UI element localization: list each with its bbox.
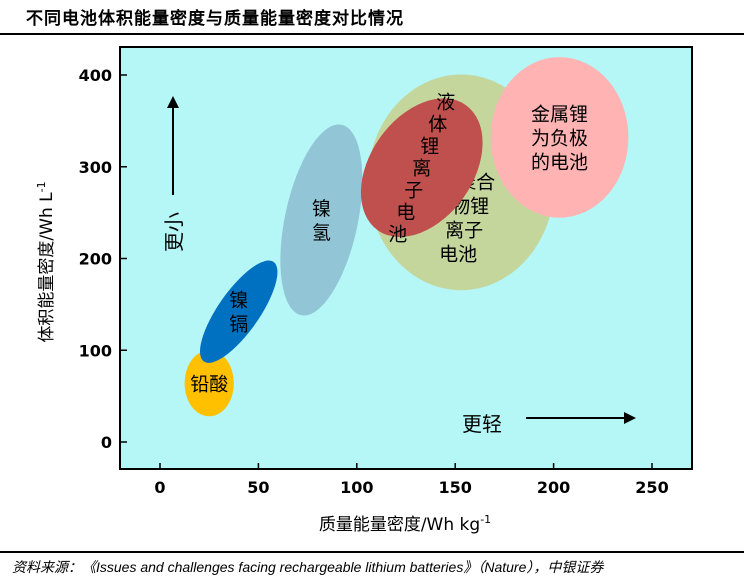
svg-text:更小: 更小 [162,212,186,252]
x-tick-label: 250 [635,478,668,497]
x-tick-label: 100 [340,478,373,497]
region-label: 镍氢 [312,198,331,244]
region-ellipse [200,260,278,363]
y-tick-label: 400 [79,66,112,85]
y-tick-label: 200 [79,250,112,269]
region-label: 液体锂离子电池 [388,92,455,246]
region-label: 金属锂为负极的电池 [531,103,588,173]
title-divider [0,33,744,35]
region-label: 铅酸 [190,373,228,395]
svg-text:更轻: 更轻 [462,412,502,436]
region-5: 金属锂为负极的电池 [490,57,629,218]
region-ellipse [360,98,483,237]
y-tick-label: 100 [79,341,112,360]
x-axis-label: 质量能量密度/Wh kg-1 [319,513,491,535]
x-tick-label: 50 [247,478,269,497]
x-tick-label: 200 [537,478,570,497]
region-ellipse [490,57,629,218]
region-4: 液体锂离子电池 [360,92,483,246]
annotation-smaller: 更小 [162,96,186,252]
arrow-up-icon [167,96,179,108]
source-note: 资料来源：《Issues and challenges facing recha… [12,559,604,575]
y-tick-label: 0 [101,433,112,452]
region-1: 镍镉 [200,260,278,363]
source-divider [0,551,744,553]
annotation-lighter: 更轻 [462,412,636,436]
arrow-right-icon [624,412,636,424]
region-ellipse [280,124,363,316]
y-tick-label: 300 [79,158,112,177]
region-2: 镍氢 [280,124,363,316]
region-ellipse [184,350,234,417]
region-label: 镍镉 [229,290,248,336]
x-tick-label: 150 [438,478,471,497]
region-0: 铅酸 [184,350,234,417]
x-tick-label: 0 [154,478,165,497]
page-title: 不同电池体积能量密度与质量能量密度对比情况 [26,9,404,29]
y-axis-label: 体积能量密度/Wh L-1 [35,181,57,342]
